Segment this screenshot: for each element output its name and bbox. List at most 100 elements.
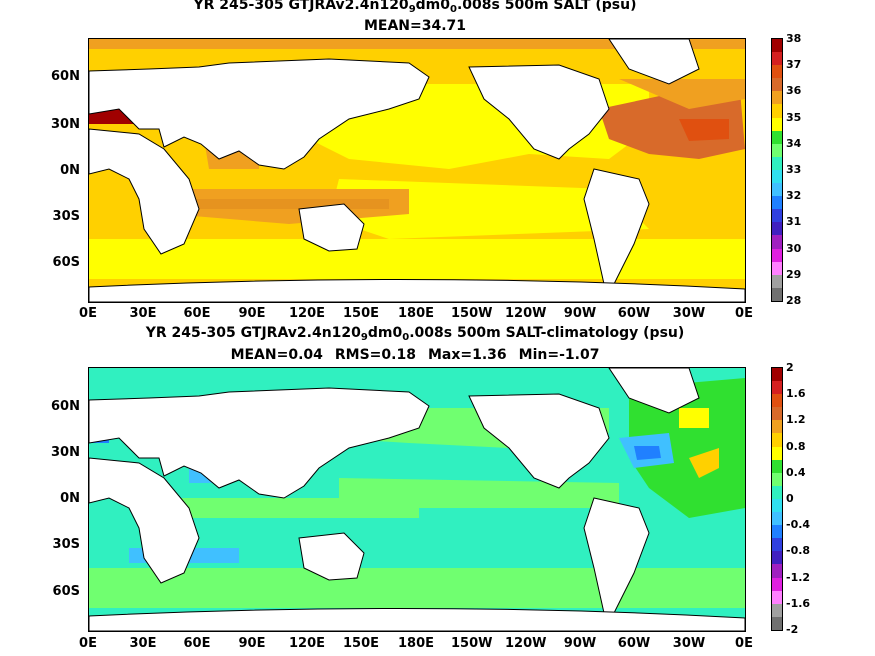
colorbar-tick-label: 0.4 [786,465,806,479]
colorbar-tick-label: 31 [786,215,802,229]
colorbar-swatch [772,420,782,434]
colorbar-tick-label: 0 [786,492,794,505]
colorbar-swatch [772,143,782,157]
lon-label: 120W [505,636,547,651]
colorbar-swatch [772,235,782,249]
colorbar-swatch [772,538,782,552]
lon-label: 120E [288,306,326,321]
lat-label: 60S [52,584,80,599]
salinity-map [88,38,746,303]
colorbar-swatch [772,498,782,513]
colorbar-tick-label: 34 [786,136,802,150]
colorbar-swatch [772,368,782,382]
colorbar-tick-label: 29 [786,267,802,281]
lat-label: 60N [51,69,80,84]
lon-label: 60E [183,306,211,321]
colorbar-swatch [772,222,782,236]
colorbar-swatch [772,407,782,421]
panel2-title: YR 245-305 GTJRAv2.4n1209dm00.008s 500m … [145,325,685,343]
colorbar-swatch [772,472,782,486]
lat-label: 0N [60,163,80,178]
lat-label: 60S [52,255,80,270]
salinity-anomaly-map [88,367,746,632]
lon-label: 90E [238,306,266,321]
colorbar-tick-label: -2 [786,623,799,636]
lon-label: 0E [735,306,753,321]
lon-label: 180E [397,636,435,651]
colorbar-swatch [772,577,782,591]
lon-label: 90W [563,636,597,651]
colorbar-swatch [772,512,782,526]
panel2-stats: MEAN=0.04 RMS=0.18 Max=1.36 Min=-1.07 [230,347,600,363]
colorbar-tick-label: 1.2 [786,413,806,427]
colorbar-swatch [772,394,782,408]
colorbar-tick-label: 0.8 [786,439,806,453]
lon-label: 120W [505,306,547,321]
colorbar-swatch [772,381,782,395]
colorbar-tick-label: 36 [786,84,802,98]
colorbar-swatch [772,78,782,92]
colorbar-tick-label: -0.4 [786,518,811,532]
colorbar-swatch [772,433,782,447]
lon-label: 0E [735,636,753,651]
anomaly-colorbar [771,367,783,631]
lon-label: 150W [451,306,493,321]
colorbar-swatch [772,169,782,184]
colorbar-swatch [772,130,782,144]
lon-label: 60E [183,636,211,651]
colorbar-swatch [772,39,782,53]
colorbar-swatch [772,485,782,499]
lat-label: 30N [51,117,80,132]
colorbar-swatch [772,287,782,301]
lon-label: 90W [563,306,597,321]
lon-label: 60W [617,636,651,651]
colorbar-swatch [772,590,782,604]
colorbar-swatch [772,91,782,105]
lon-label: 30W [672,636,706,651]
colorbar-swatch [772,551,782,565]
colorbar-swatch [772,52,782,66]
lon-label: 60W [617,306,651,321]
colorbar-swatch [772,564,782,578]
lon-label: 120E [288,636,326,651]
panel1-title: YR 245-305 GTJRAv2.4n1209dm00.008s 500m … [193,0,637,15]
colorbar-swatch [772,104,782,118]
colorbar-tick-label: 35 [786,110,802,124]
lat-label: 30N [51,445,80,460]
colorbar-swatch [772,446,782,460]
colorbar-tick-label: -1.6 [786,596,811,610]
lon-label: 30E [129,306,157,321]
lon-label: 30W [672,306,706,321]
lat-label: 30S [52,209,80,224]
colorbar-swatch [772,183,782,197]
colorbar-swatch [772,274,782,288]
colorbar-tick-label: 37 [786,58,802,72]
colorbar-tick-label: 1.6 [786,387,806,401]
colorbar-swatch [772,156,782,170]
lon-label: 30E [129,636,157,651]
salinity-colorbar [771,38,783,302]
colorbar-tick-label: 2 [786,361,794,374]
lon-label: 0E [79,636,97,651]
colorbar-swatch [772,209,782,223]
colorbar-swatch [772,196,782,210]
colorbar-swatch [772,65,782,79]
colorbar-tick-label: 32 [786,189,802,203]
colorbar-swatch [772,459,782,473]
colorbar-swatch [772,616,782,630]
lon-label: 150W [451,636,493,651]
colorbar-swatch [772,603,782,617]
colorbar-tick-label: 30 [786,241,802,255]
lat-label: 60N [51,399,80,414]
colorbar-tick-label: -1.2 [786,570,811,584]
colorbar-tick-label: 33 [786,163,802,176]
colorbar-swatch [772,261,782,275]
colorbar-swatch [772,117,782,131]
lon-label: 0E [79,306,97,321]
colorbar-tick-label: -0.8 [786,544,811,558]
panel1-stats: MEAN=34.71 [363,18,467,34]
lon-label: 90E [238,636,266,651]
lon-label: 150E [342,306,380,321]
colorbar-swatch [772,248,782,262]
colorbar-swatch [772,525,782,539]
